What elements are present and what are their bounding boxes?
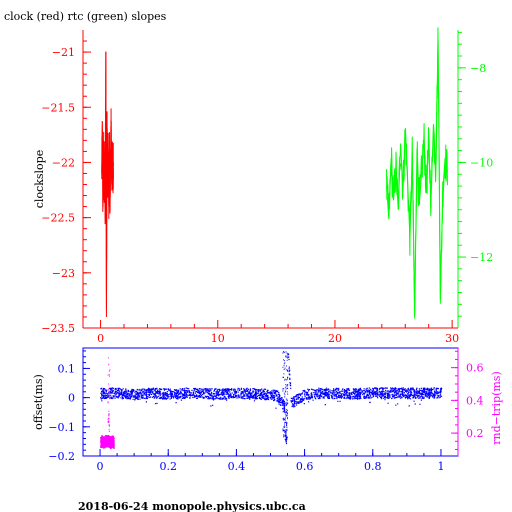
chart-title: clock (red) rtc (green) slopes bbox=[4, 10, 167, 23]
y2-tick-label: −12 bbox=[470, 251, 493, 264]
by-tick-label: −0.1 bbox=[48, 421, 75, 434]
y-tick-label: −23.5 bbox=[41, 322, 75, 335]
bottom-frame bbox=[82, 347, 459, 457]
offset-axis-label: offset(ms) bbox=[32, 374, 45, 430]
bottom-plot: 0 0.2 0.4 0.6 0.8 1 0.1 0 −0.1 −0.2 0.6 0.4 0.2 offse… bbox=[32, 347, 503, 473]
bx-tick-label: 0.4 bbox=[228, 460, 246, 473]
bx-tick-label: 1 bbox=[437, 460, 444, 473]
by2-tick-label: 0.6 bbox=[466, 362, 484, 375]
rndtrip-series bbox=[100, 357, 115, 449]
y-tick-label: −21.5 bbox=[41, 101, 75, 114]
by2-tick-label: 0.2 bbox=[466, 427, 484, 440]
bx-tick-label: 0.6 bbox=[296, 460, 314, 473]
bx-tick-label: 0 bbox=[97, 460, 104, 473]
x-tick-label: 0 bbox=[97, 332, 104, 345]
y-tick-label: −21 bbox=[52, 46, 75, 59]
y2-tick-label: −8 bbox=[470, 62, 486, 75]
offset-series bbox=[100, 351, 443, 445]
rtc-series-line bbox=[386, 39, 448, 319]
clock-series-line bbox=[101, 52, 114, 317]
footer-label: 2018-06-24 monopole.physics.ubc.ca bbox=[78, 500, 306, 512]
top-plot: 0 10 20 30 −21 −21.5 −22 −22.5 −23 −23.5 −8 −10 −12 c… bbox=[33, 27, 493, 345]
y2-tick-label: −10 bbox=[470, 156, 493, 169]
by-tick-label: 0 bbox=[68, 392, 75, 405]
by-tick-label: −0.2 bbox=[48, 450, 75, 463]
by-tick-label: 0.1 bbox=[58, 362, 76, 375]
y-tick-label: −22.5 bbox=[41, 212, 75, 225]
bx-tick-label: 0.8 bbox=[364, 460, 382, 473]
rndtrip-axis-label: rnd−trip(ms) bbox=[490, 371, 503, 445]
y-tick-label: −22 bbox=[52, 156, 75, 169]
by2-tick-label: 0.4 bbox=[466, 394, 484, 407]
x-tick-label: 30 bbox=[445, 332, 459, 345]
x-tick-label: 20 bbox=[328, 332, 342, 345]
y-tick-label: −23 bbox=[52, 267, 75, 280]
x-tick-label: 10 bbox=[211, 332, 225, 345]
y-axis-label: clockslope bbox=[33, 150, 46, 208]
bx-tick-label: 0.2 bbox=[159, 460, 177, 473]
